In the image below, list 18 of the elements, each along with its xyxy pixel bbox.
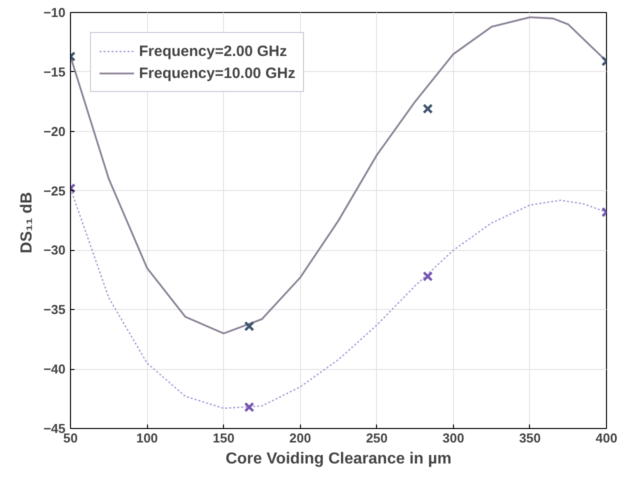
x-tick-label: 350 <box>519 430 541 446</box>
x-tick-label: 150 <box>212 430 234 446</box>
x-tick-label: 300 <box>442 430 464 446</box>
y-tick-label: −25 <box>43 183 66 198</box>
x-tick-label: 100 <box>136 430 158 446</box>
x-tick-label: 400 <box>596 430 618 446</box>
y-tick-label: −15 <box>43 64 66 80</box>
x-tick-label: 200 <box>289 430 312 446</box>
x-axis-title: Core Voiding Clearance in µm <box>226 450 452 468</box>
y-tick-label: −35 <box>43 302 66 318</box>
legend-label: Frequency=2.00 GHz <box>139 42 287 60</box>
y-tick-label: −30 <box>43 242 66 258</box>
y-tick-label: −20 <box>43 124 66 139</box>
y-tick-label: −40 <box>43 362 66 377</box>
y-axis-title: DS₁₁ dB <box>18 192 36 254</box>
x-tick-label: 250 <box>366 430 388 446</box>
legend-label: Frequency=10.00 GHz <box>139 64 296 82</box>
y-tick-label: −10 <box>43 5 66 20</box>
